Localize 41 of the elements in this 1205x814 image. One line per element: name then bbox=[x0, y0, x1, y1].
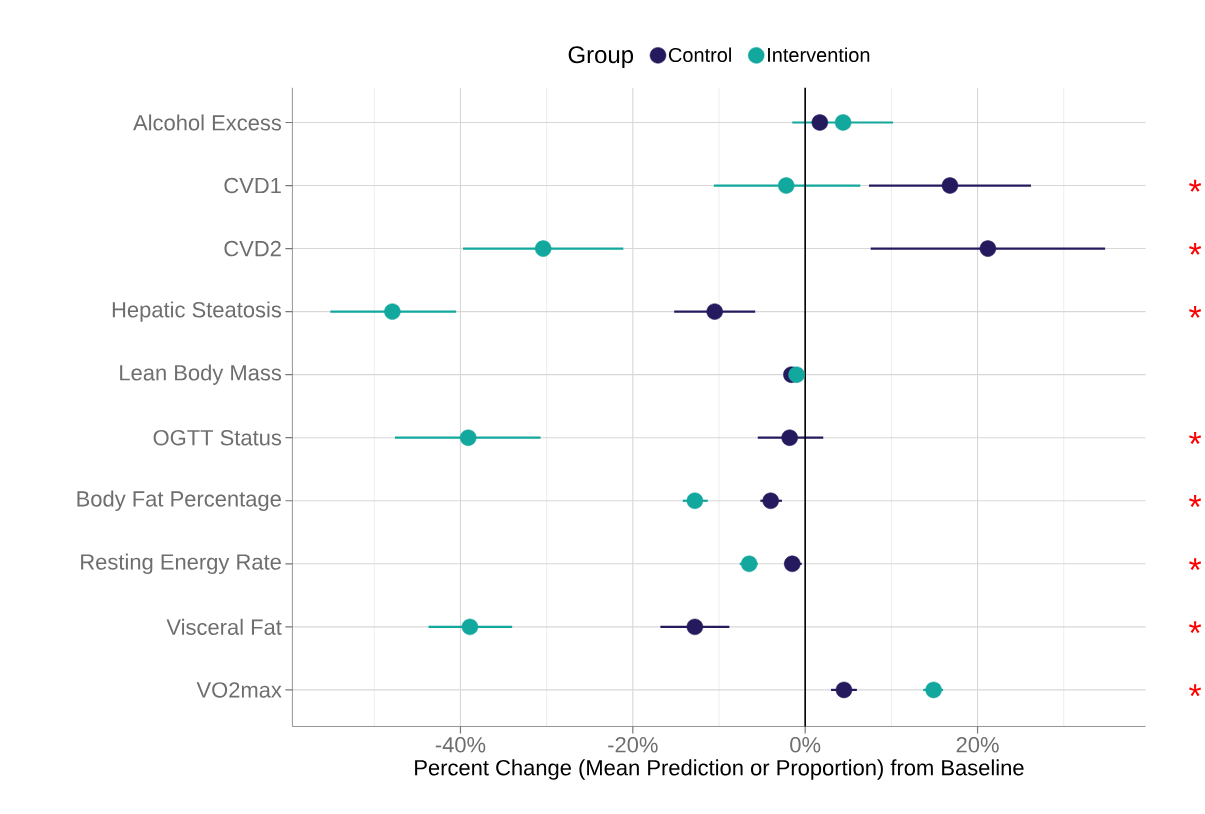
text: * bbox=[1189, 621, 1202, 633]
text: * bbox=[1189, 431, 1202, 444]
point bbox=[777, 177, 795, 194]
point bbox=[979, 240, 997, 257]
y-tick-label: VO2max bbox=[196, 682, 282, 698]
point bbox=[788, 366, 805, 383]
text: * bbox=[1189, 179, 1202, 192]
point bbox=[461, 618, 479, 635]
point bbox=[459, 429, 477, 446]
legend-label: Intervention bbox=[768, 47, 870, 62]
x-tick-label: -20% bbox=[608, 736, 658, 753]
text: * bbox=[1189, 305, 1202, 318]
point bbox=[835, 681, 853, 698]
y-tick-label: CVD2 bbox=[224, 240, 281, 257]
x-axis-title: Percent Change (Mean Prediction or Proportion) from Baseline bbox=[415, 759, 1024, 780]
y-tick-label: Hepatic Steatosis bbox=[112, 301, 282, 322]
x-tick-label: -40% bbox=[435, 736, 486, 753]
point bbox=[941, 177, 959, 194]
y-tick-label: CVD1 bbox=[224, 177, 281, 194]
y-tick-label: Body Fat Percentage bbox=[77, 490, 281, 511]
x-tick-label: 0% bbox=[790, 736, 821, 753]
point bbox=[706, 303, 723, 320]
text: * bbox=[1189, 242, 1202, 255]
point bbox=[686, 492, 704, 509]
x-tick-label: 20% bbox=[956, 736, 999, 753]
y-tick-label: OGTT Status bbox=[153, 429, 282, 446]
point bbox=[834, 114, 852, 131]
text: * bbox=[1189, 494, 1202, 507]
legend-title: Group bbox=[568, 46, 634, 68]
point bbox=[686, 618, 704, 635]
y-tick-label: Alcohol Excess bbox=[133, 114, 282, 131]
y-tick-label: Lean Body Mass bbox=[120, 364, 282, 385]
y-tick-label: Visceral Fat bbox=[166, 618, 282, 635]
point bbox=[384, 303, 401, 320]
text: * bbox=[1189, 684, 1202, 696]
point bbox=[811, 114, 829, 131]
text: * bbox=[1189, 557, 1202, 570]
point bbox=[534, 240, 552, 257]
legend-label: Control bbox=[668, 47, 731, 62]
y-tick-label: Resting Energy Rate bbox=[81, 553, 281, 574]
point bbox=[781, 429, 798, 446]
